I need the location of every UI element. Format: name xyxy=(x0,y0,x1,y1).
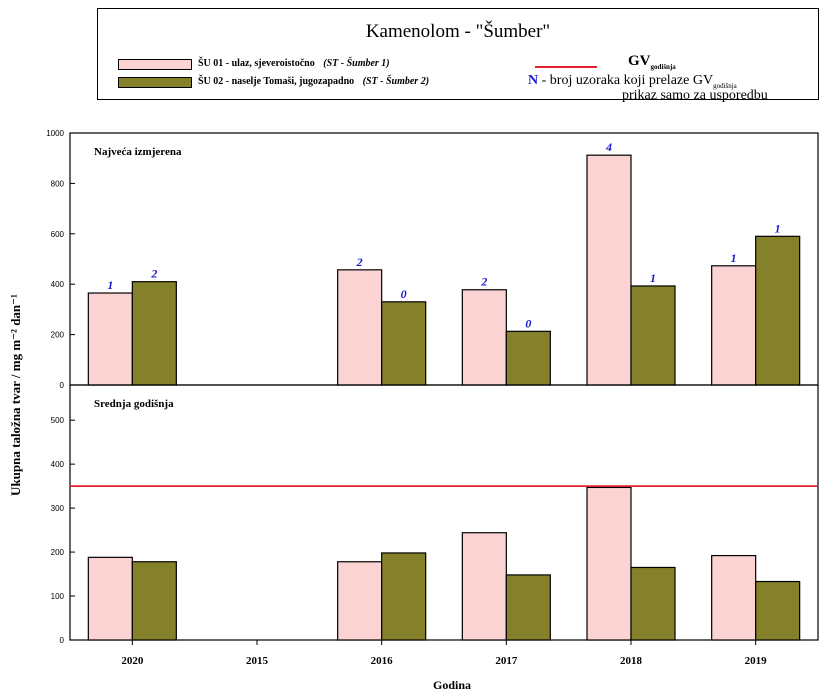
series2-count-label: 1 xyxy=(775,221,781,235)
series2-bar-2018 xyxy=(630,566,676,641)
series1-bar-2019 xyxy=(711,265,757,386)
series1-bar-2018 xyxy=(586,486,632,641)
x-tick-label-2018: 2018 xyxy=(620,655,643,667)
series1-legend-label: ŠU 01 - ulaz, sjeveroistočno (ST - Šumbe… xyxy=(198,58,390,69)
n-legend-label: N - broj uzoraka koji prelaze GVgodišnja xyxy=(528,73,737,90)
series2-bar-2019 xyxy=(755,235,801,386)
x-tick-label-2015: 2015 xyxy=(246,655,269,667)
series1-bar-2017 xyxy=(461,532,507,641)
y-tick-label: 600 xyxy=(51,230,65,239)
n-text: - broj uzoraka koji prelaze GV xyxy=(538,73,714,88)
y-tick-label: 300 xyxy=(51,504,65,513)
y-tick-label: 0 xyxy=(60,636,65,645)
series1-count-label: 1 xyxy=(107,278,113,292)
x-tick-label-2019: 2019 xyxy=(745,655,768,667)
series2-tag: (ST - Šumber 2) xyxy=(362,76,430,87)
series2-swatch xyxy=(118,77,192,88)
y-tick-label: 200 xyxy=(51,331,65,340)
y-tick-label: 100 xyxy=(51,592,65,601)
legend: Kamenolom - "Šumber" ŠU 01 - ulaz, sjeve… xyxy=(97,8,819,103)
panel-frame-1 xyxy=(69,132,819,386)
y-tick-label: 1000 xyxy=(46,129,64,138)
series2-bar-2018 xyxy=(630,285,676,386)
series2-count-label: 0 xyxy=(401,287,407,301)
series2-bar-2017 xyxy=(505,574,551,641)
series2-bar-2020 xyxy=(131,561,177,641)
y-tick-label: 200 xyxy=(51,548,65,557)
series1-count-label: 4 xyxy=(605,140,612,154)
gv-label-sub: godišnja xyxy=(650,63,676,71)
n-letter: N xyxy=(528,73,539,88)
panel-frame-2 xyxy=(69,384,819,641)
series1-label: ŠU 01 - ulaz, sjeveroistočno xyxy=(198,58,315,69)
series1-bar-2020 xyxy=(87,556,133,641)
gv-legend-label: GVgodišnja xyxy=(628,53,676,71)
series2-bar-2016 xyxy=(381,552,427,641)
x-tick-label-2016: 2016 xyxy=(371,655,394,667)
x-tick-label-2020: 2020 xyxy=(121,655,144,667)
y-tick-label: 400 xyxy=(51,280,65,289)
legend-title: Kamenolom - "Šumber" xyxy=(365,21,551,42)
panel-title-1: Najveća izmjerena xyxy=(94,146,182,158)
series2-bar-2016 xyxy=(381,301,427,386)
series1-bar-2019 xyxy=(711,554,757,641)
series1-count-label: 2 xyxy=(356,255,363,269)
series1-bar-2020 xyxy=(87,292,133,386)
gv-label-text: GV xyxy=(628,53,651,69)
y-tick-label: 500 xyxy=(51,416,65,425)
comparison-note: prikaz samo za usporedbu xyxy=(622,88,768,103)
series2-legend-label: ŠU 02 - naselje Tomaši, jugozapadno (ST … xyxy=(198,76,429,87)
gv-legend-line xyxy=(535,66,597,68)
series1-bar-2017 xyxy=(461,289,507,386)
series1-bar-2016 xyxy=(337,561,383,641)
series1-swatch xyxy=(118,59,192,70)
series1-count-label: 1 xyxy=(731,251,737,265)
x-axis-label: Godina xyxy=(433,678,471,692)
series2-count-label: 0 xyxy=(525,316,531,330)
y-tick-label: 400 xyxy=(51,460,65,469)
series1-count-label: 2 xyxy=(480,275,487,289)
n-sub: godišnja xyxy=(713,81,737,90)
series1-bar-2018 xyxy=(586,154,632,386)
series1-bar-2016 xyxy=(337,269,383,386)
series2-bar-2017 xyxy=(505,330,551,386)
x-tick-label-2017: 2017 xyxy=(495,655,518,667)
y-tick-label: 0 xyxy=(60,381,65,390)
series1-tag: (ST - Šumber 1) xyxy=(323,58,390,69)
panel-title-2: Srednja godišnja xyxy=(94,398,174,410)
series2-bar-2020 xyxy=(131,281,177,386)
series2-label: ŠU 02 - naselje Tomaši, jugozapadno xyxy=(198,76,355,87)
series2-bar-2019 xyxy=(755,580,801,641)
series2-count-label: 2 xyxy=(150,267,157,281)
series2-count-label: 1 xyxy=(650,271,656,285)
y-tick-label: 800 xyxy=(51,179,65,188)
